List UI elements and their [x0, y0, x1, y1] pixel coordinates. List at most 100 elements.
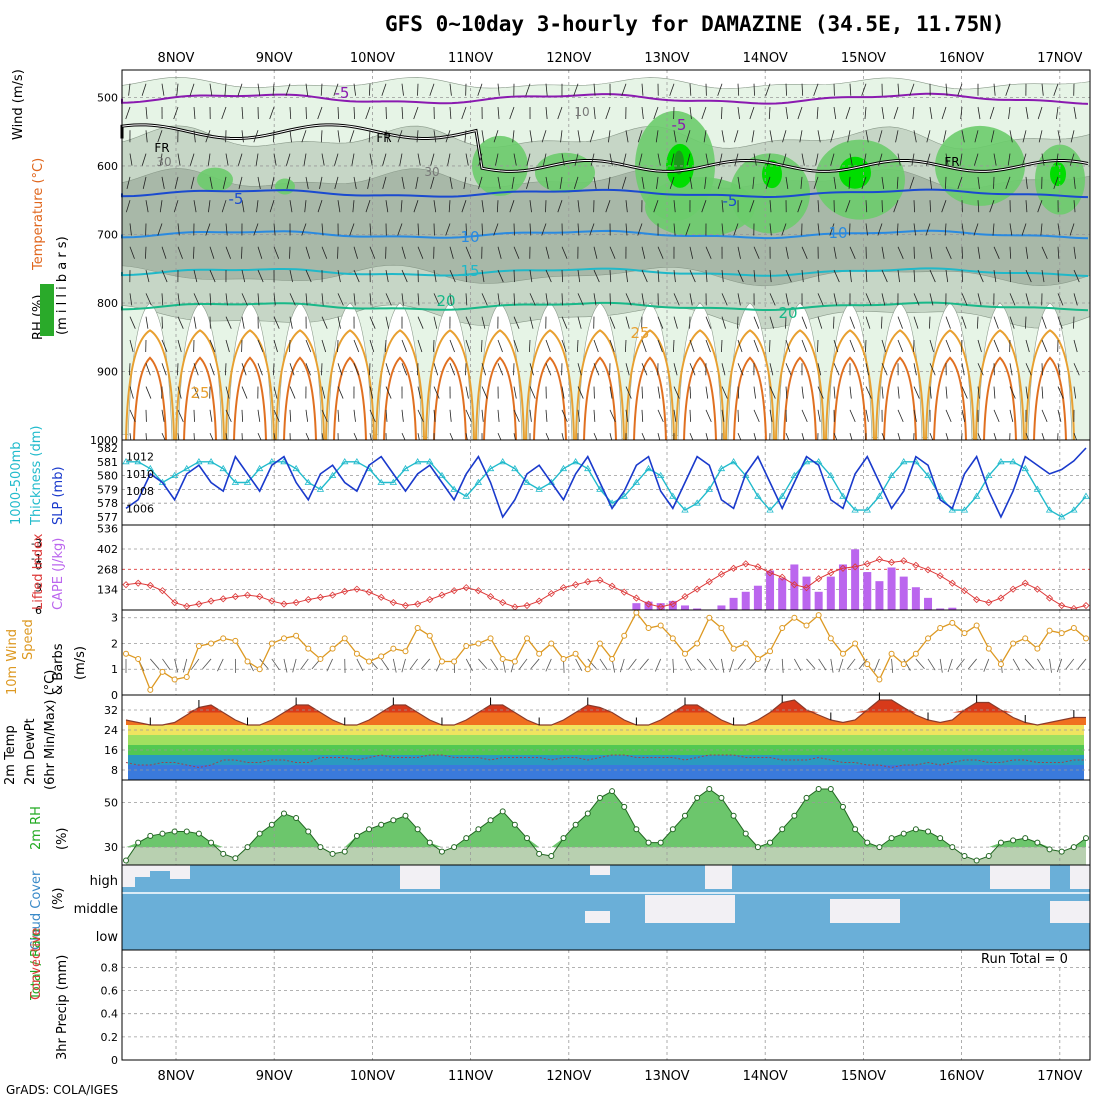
wind-barb	[625, 223, 628, 236]
wind10-barb	[781, 658, 784, 673]
wind-barb	[285, 83, 291, 96]
lifted-index-point	[365, 588, 373, 596]
wind-barb	[1037, 200, 1043, 213]
wind10-speed-point	[815, 612, 822, 619]
wind-barb	[1009, 386, 1016, 399]
wind-barb	[637, 130, 643, 143]
wind-barb	[641, 83, 644, 96]
wind-barb	[221, 106, 227, 120]
tick-label-cloud: low	[96, 930, 119, 945]
wind10-speed-point	[244, 658, 251, 665]
rh2m-point	[378, 821, 385, 828]
isotherm-30	[183, 356, 217, 441]
panel-label-thickness: SLP (mb)	[51, 466, 66, 525]
lifted-index-point	[341, 587, 349, 595]
wind-barb	[545, 269, 552, 283]
wind-barb	[145, 246, 147, 259]
wind-barb	[977, 293, 982, 306]
tick-label-thickness: 578	[97, 497, 118, 510]
wind-barb	[320, 130, 323, 143]
wind10-barb	[1037, 658, 1045, 671]
wind-barb	[497, 246, 502, 259]
wind10-speed-point	[195, 643, 202, 650]
wind-barb	[641, 386, 643, 399]
tick-label-cape: 536	[97, 523, 118, 536]
wind-barb	[673, 409, 677, 422]
date-label-top: 12NOV	[546, 51, 591, 66]
wind-barb	[349, 130, 355, 143]
wind-barb	[625, 293, 632, 306]
wind-barb	[497, 269, 504, 283]
thickness-point	[511, 464, 519, 472]
wind-barb	[621, 176, 627, 190]
rh-moist-blob	[730, 153, 810, 234]
wind-barb	[769, 339, 771, 352]
wind-barb	[477, 83, 483, 96]
wind-barb	[1025, 316, 1027, 329]
wind10-barb	[1024, 658, 1035, 669]
wind-barb	[129, 386, 134, 399]
wind-barb	[173, 106, 179, 120]
wind-barb	[897, 153, 901, 166]
wind-barb	[845, 200, 851, 213]
rh2m-point	[1022, 835, 1029, 842]
wind-barb	[193, 269, 198, 283]
wind-barb	[497, 83, 500, 96]
thickness-point	[863, 506, 871, 513]
wind-barb	[1053, 83, 1059, 96]
tick-label-temp: 32	[104, 704, 118, 717]
thickness-point	[742, 471, 750, 478]
wind-barb	[449, 339, 455, 353]
wind-barb	[961, 270, 964, 283]
wind-barb	[305, 363, 311, 376]
wind-barb	[734, 130, 739, 143]
wind-barb	[833, 106, 837, 120]
wind10-barb	[478, 658, 488, 670]
wind-barb	[497, 293, 501, 306]
isotherm-30	[133, 356, 167, 441]
wind-barb	[545, 176, 549, 189]
wind10-barb	[721, 658, 725, 673]
wind-barb	[465, 316, 472, 329]
wind-barb	[129, 246, 135, 259]
wind-barb	[849, 223, 851, 236]
wind-barb	[129, 316, 136, 329]
cape-bar	[899, 576, 908, 610]
wind-barb	[593, 339, 599, 353]
wind-barb	[256, 200, 259, 213]
wind-barb	[785, 269, 792, 283]
wind-barb	[449, 363, 456, 376]
wind-barb	[526, 153, 531, 166]
wind-barb	[689, 363, 696, 376]
lifted-index-point	[717, 570, 726, 578]
rh2m-point	[912, 826, 919, 833]
wind10-barb	[947, 658, 953, 673]
wind10-speed-point	[1058, 630, 1065, 637]
wind-barb	[385, 269, 389, 283]
rh2m-point	[1010, 837, 1017, 844]
tick-label-precip: 0.4	[101, 1008, 119, 1021]
wind-barb	[673, 293, 680, 306]
temp2m-line	[125, 699, 1086, 726]
wind10-barb	[283, 658, 288, 673]
wind-barb	[686, 153, 691, 166]
rh2m-point	[317, 844, 324, 851]
wind-barb	[545, 339, 551, 353]
date-label-top: 11NOV	[448, 51, 493, 66]
wind-barb	[781, 223, 787, 236]
lifted-index-point	[1082, 601, 1090, 610]
lifted-index-point	[195, 600, 203, 608]
wind-barb	[545, 409, 548, 422]
wind-barb	[1041, 246, 1048, 259]
tick-label-temp: 24	[104, 724, 118, 737]
wind10-speed-point	[438, 658, 445, 665]
wind-barb	[893, 106, 899, 120]
wind-barb	[497, 363, 504, 376]
wind-barb	[926, 153, 931, 166]
wind-barb	[657, 316, 664, 329]
wind10-speed-point	[767, 648, 774, 655]
wind-barb	[529, 270, 533, 283]
wind-barb	[1009, 130, 1013, 143]
panel-label-cloud: Cloud Cover	[29, 870, 44, 950]
wind-barb	[943, 130, 947, 143]
